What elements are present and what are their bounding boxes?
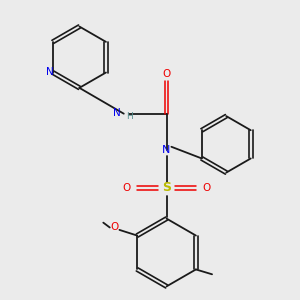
Text: N: N (112, 108, 120, 118)
Text: H: H (126, 112, 133, 122)
Text: O: O (123, 183, 131, 193)
Text: O: O (202, 183, 210, 193)
Text: N: N (162, 145, 171, 155)
Text: O: O (110, 223, 119, 232)
Text: N: N (46, 67, 54, 77)
Text: S: S (162, 182, 171, 194)
Text: O: O (162, 69, 171, 79)
